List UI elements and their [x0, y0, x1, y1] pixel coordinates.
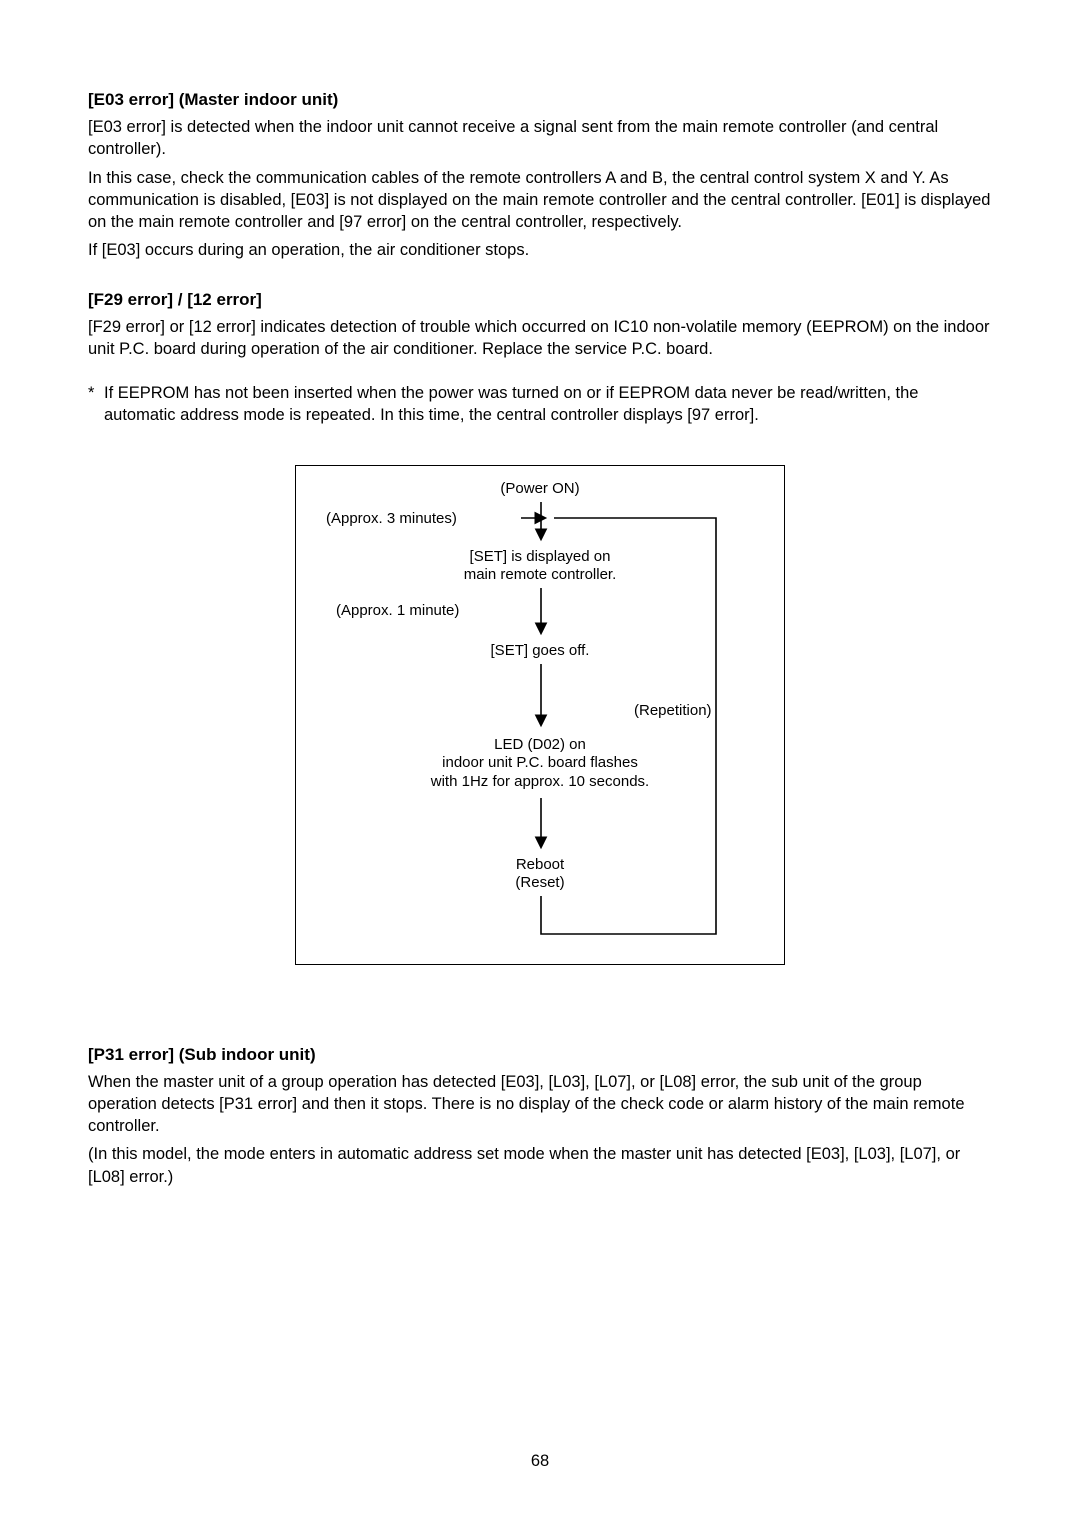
d-reset-l1: (Reset) — [515, 874, 564, 891]
d-led: LED (D02) on indoor unit P.C. board flas… — [296, 736, 784, 792]
flow-diagram: (Power ON) (Approx. 3 minutes) [SET] is … — [295, 465, 785, 965]
p31-p1: When the master unit of a group operatio… — [88, 1071, 992, 1138]
e03-heading: [E03 error] (Master indoor unit) — [88, 90, 992, 110]
d-led-l2: indoor unit P.C. board flashes — [442, 754, 638, 771]
d-reboot: Reboot (Reset) — [296, 856, 784, 894]
d-repetition: (Repetition) — [634, 702, 712, 721]
d-reboot-l1: Reboot — [516, 856, 564, 873]
d-led-l3: with 1Hz for approx. 10 seconds. — [431, 773, 649, 790]
f29-note: If EEPROM has not been inserted when the… — [104, 382, 992, 427]
d-power-on: (Power ON) — [296, 480, 784, 499]
d-set-disp-l1: [SET] is displayed on — [470, 548, 611, 565]
page-number: 68 — [0, 1452, 1080, 1471]
f29-note-row: * If EEPROM has not been inserted when t… — [88, 382, 992, 427]
e03-p1: [E03 error] is detected when the indoor … — [88, 116, 992, 161]
f29-heading: [F29 error] / [12 error] — [88, 290, 992, 310]
d-set-disp-l2: main remote controller. — [464, 566, 617, 583]
d-set-off: [SET] goes off. — [296, 642, 784, 661]
asterisk: * — [88, 382, 104, 427]
e03-p2: In this case, check the communication ca… — [88, 167, 992, 234]
d-approx3: (Approx. 3 minutes) — [326, 510, 457, 529]
d-approx1: (Approx. 1 minute) — [336, 602, 459, 621]
e03-p3: If [E03] occurs during an operation, the… — [88, 239, 992, 261]
p31-heading: [P31 error] (Sub indoor unit) — [88, 1045, 992, 1065]
f29-p1: [F29 error] or [12 error] indicates dete… — [88, 316, 992, 361]
p31-p2: (In this model, the mode enters in autom… — [88, 1143, 992, 1188]
d-set-disp: [SET] is displayed on main remote contro… — [296, 548, 784, 586]
d-led-l1: LED (D02) on — [494, 736, 586, 753]
